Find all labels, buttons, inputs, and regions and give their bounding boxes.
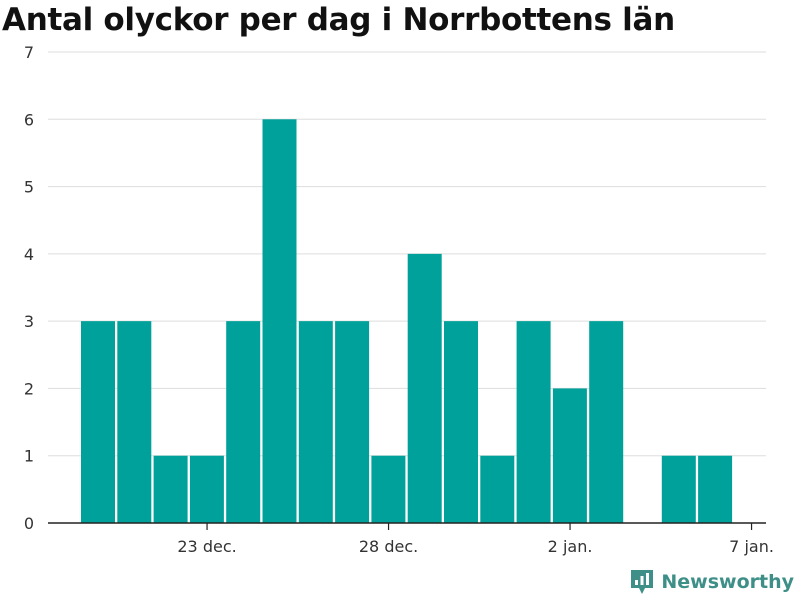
x-tick-label: 23 dec.: [177, 537, 236, 556]
y-tick-label: 1: [24, 447, 34, 466]
bar: [117, 321, 152, 523]
bar: [226, 321, 261, 523]
bar: [516, 321, 551, 523]
y-tick-label: 4: [24, 245, 34, 264]
bar: [661, 455, 696, 523]
bar: [407, 253, 442, 523]
y-tick-label: 2: [24, 379, 34, 398]
brand-name: Newsworthy: [661, 571, 794, 593]
y-tick-label: 3: [24, 312, 34, 331]
bar: [444, 321, 478, 523]
x-tick-label: 2 jan.: [548, 537, 593, 556]
y-tick-label: 7: [24, 43, 34, 62]
bar: [698, 455, 733, 523]
chart-title: Antal olyckor per dag i Norrbottens län: [2, 2, 675, 38]
y-axis-ticks: 0 1 2 3 4 5 6 7: [24, 43, 34, 533]
bar: [189, 455, 224, 523]
y-tick-label: 0: [24, 514, 34, 533]
bar: [480, 455, 515, 523]
bar: [552, 388, 587, 523]
bar: [262, 119, 297, 524]
newsworthy-logo-icon: [631, 570, 654, 594]
bar: [371, 455, 406, 523]
bar: [153, 455, 188, 523]
y-tick-label: 5: [24, 178, 34, 197]
bars: [81, 119, 733, 524]
bar: [298, 321, 333, 523]
y-tick-label: 6: [24, 110, 34, 129]
x-axis: 23 dec. 28 dec. 2 jan. 7 jan.: [48, 522, 774, 556]
bar: [589, 321, 624, 523]
x-tick-label: 7 jan.: [729, 537, 774, 556]
bar: [335, 321, 370, 523]
brand: Newsworthy: [629, 568, 794, 596]
bar: [81, 321, 115, 523]
gridlines: [48, 51, 766, 457]
x-tick-label: 28 dec.: [359, 537, 418, 556]
